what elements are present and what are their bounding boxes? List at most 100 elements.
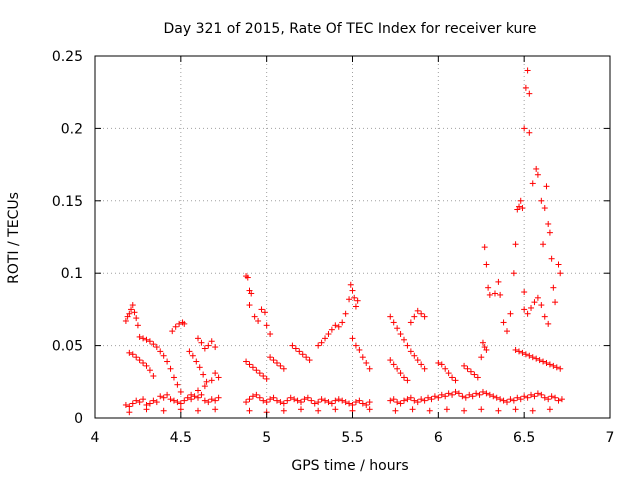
data-point [208,396,215,403]
data-point [208,338,215,345]
data-point [524,394,531,401]
data-point [244,274,251,281]
data-point [545,396,552,403]
data-point [538,197,545,204]
data-point [170,374,177,381]
data-point [352,399,359,406]
data-point [390,319,397,326]
data-point [198,339,205,346]
grid-layer [95,56,610,418]
data-point [277,362,284,369]
data-point [248,290,255,297]
data-point [215,374,222,381]
data-point [418,310,425,317]
data-point [553,364,560,371]
data-point [483,390,490,397]
data-point [467,368,474,375]
data-point [533,355,540,362]
data-point [394,365,401,372]
x-tick-label: 5 [262,430,271,446]
data-point [143,336,150,343]
data-point [538,391,545,398]
data-point [497,396,504,403]
data-point [208,377,215,384]
data-point [407,319,414,326]
data-point [478,406,485,413]
data-point [366,399,373,406]
data-point [483,261,490,268]
y-tick-label: 0.15 [52,194,83,210]
data-point [346,296,353,303]
data-point [253,367,260,374]
data-point [534,294,541,301]
data-point [291,396,298,403]
data-point [438,361,445,368]
data-point [512,406,519,413]
data-point [270,394,277,401]
data-point [195,387,201,394]
data-point [479,388,486,395]
data-point [150,341,157,348]
data-point [289,342,296,349]
data-point [517,197,524,204]
data-point [342,310,349,317]
data-point [431,393,438,400]
y-axis-label: ROTI / TECUs [6,192,22,284]
data-point [540,358,547,365]
data-point [215,394,222,401]
data-point [342,399,349,406]
data-point [459,393,466,400]
data-point [495,278,502,285]
data-point [181,397,188,404]
data-point [401,374,407,381]
data-point [160,407,167,414]
data-point [246,396,253,403]
data-point [552,299,559,306]
data-point [328,326,335,333]
data-point [546,229,553,236]
data-point [438,391,445,398]
data-point [318,339,325,346]
data-point [129,400,136,407]
data-point [133,315,140,322]
data-point [493,394,500,401]
data-point [181,320,188,327]
data-point [407,348,414,355]
data-point [411,397,418,404]
data-point [172,323,179,330]
y-tick-label: 0.1 [61,266,83,282]
data-point [442,365,449,372]
data-point [390,361,397,368]
data-point [198,391,205,398]
data-point [298,399,304,406]
x-axis-label: GPS time / hours [291,458,408,474]
data-point [363,359,370,366]
data-point [411,313,418,320]
data-point [352,342,359,349]
data-point [287,394,294,401]
data-point [478,354,485,361]
data-point [129,351,136,358]
data-point [414,307,421,314]
data-point [483,346,490,353]
data-point [267,396,274,403]
data-point [328,400,335,407]
data-point [540,241,547,248]
data-point [347,281,354,288]
data-point [486,391,493,398]
data-point [332,406,339,413]
data-point [339,397,346,404]
data-point [543,359,550,366]
data-point [504,399,510,406]
x-tick-label: 7 [606,430,615,446]
data-point [136,399,143,406]
data-point [136,357,143,364]
data-point [153,344,160,351]
data-point [363,401,370,408]
data-point [529,354,536,361]
x-tick-label: 4 [91,430,100,446]
data-point [469,393,476,400]
data-point [129,302,136,309]
data-point [284,397,291,404]
